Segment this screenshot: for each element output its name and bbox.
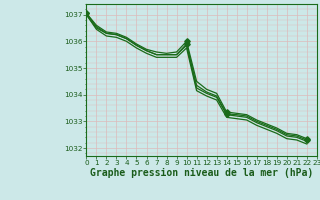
X-axis label: Graphe pression niveau de la mer (hPa): Graphe pression niveau de la mer (hPa) [90, 168, 313, 178]
